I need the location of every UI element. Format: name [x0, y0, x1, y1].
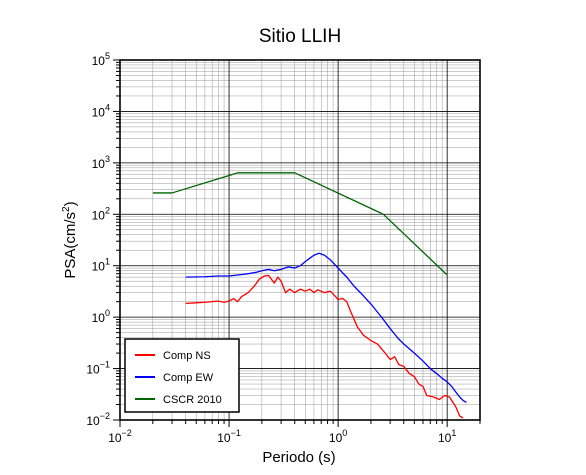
- x-tick-label: 10−2: [108, 428, 132, 445]
- y-tick-label: 105: [92, 51, 110, 68]
- x-tick-label: 101: [438, 428, 456, 445]
- chart-title: Sitio LLIH: [259, 26, 341, 47]
- x-tick-label: 100: [329, 428, 347, 445]
- legend-label: Comp EW: [163, 372, 214, 384]
- y-tick-label: 10−1: [86, 360, 110, 377]
- series-layer: [152, 172, 467, 419]
- minor-grid: [120, 60, 481, 420]
- y-tick-labels: 10−2 10−1 100 101 102 103 104 105: [86, 51, 110, 428]
- y-tick-label: 103: [92, 154, 110, 171]
- y-tick-label: 101: [92, 257, 110, 274]
- x-tick-labels: 10−2 10−1 100 101: [108, 428, 456, 445]
- y-tick-label: 104: [92, 102, 110, 119]
- series-line-cscr-2010: [152, 172, 448, 276]
- legend: Comp NS Comp EW CSCR 2010: [124, 338, 240, 413]
- x-tick-label: 10−1: [217, 428, 241, 445]
- series-line-comp-ns: [185, 274, 464, 419]
- plot-frame: [119, 59, 481, 421]
- legend-label: CSCR 2010: [163, 394, 222, 406]
- series-line-comp-ew: [185, 252, 467, 403]
- x-axis-title: Periodo (s): [262, 449, 335, 466]
- y-tick-label: 10−2: [86, 411, 110, 428]
- y-tick-label: 100: [92, 308, 110, 325]
- plot-border: [119, 59, 481, 421]
- y-axis-title: PSA(cm/s2): [61, 201, 79, 278]
- y-tick-label: 102: [92, 205, 110, 222]
- legend-label: Comp NS: [163, 350, 211, 362]
